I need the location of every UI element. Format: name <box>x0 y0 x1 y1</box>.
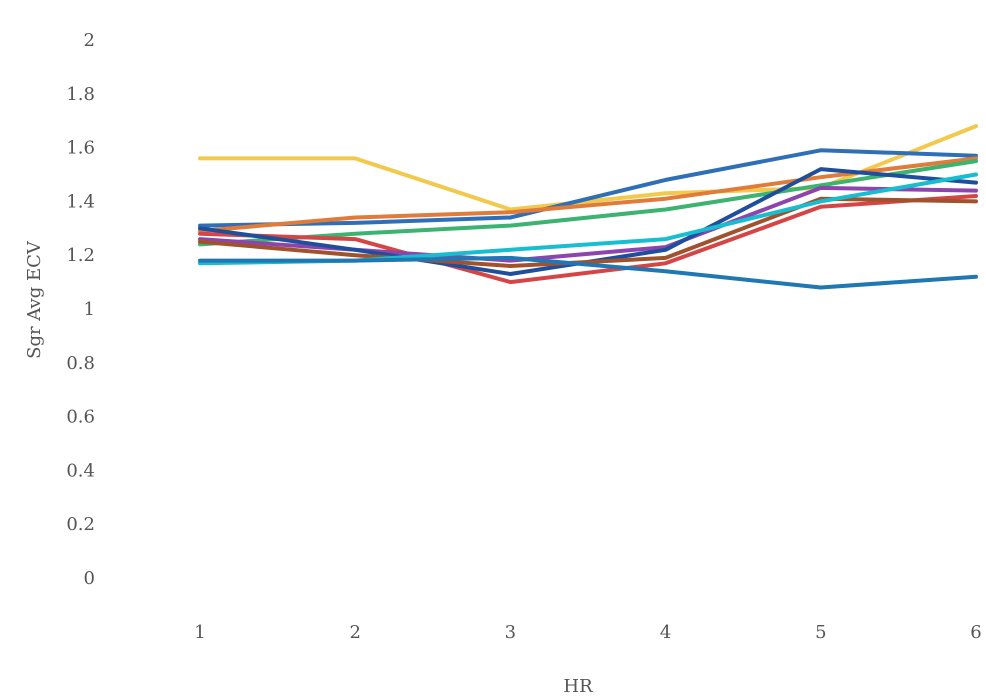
y-axis: 0 0.2 0.4 0.6 0.8 1 1.2 1.4 1.6 1.8 2 <box>66 30 95 589</box>
x-tick-label: 4 <box>660 622 671 643</box>
series-line-3 <box>198 156 978 233</box>
y-tick-label: 1.8 <box>66 84 95 105</box>
y-tick-label: 1.4 <box>66 191 95 212</box>
series-line-5 <box>198 194 978 285</box>
y-tick-label: 0.8 <box>66 353 95 374</box>
x-tick-label: 3 <box>505 622 516 643</box>
y-tick-label: 0.4 <box>66 460 95 481</box>
y-tick-label: 1.6 <box>66 138 95 159</box>
y-tick-label: 2 <box>84 30 95 51</box>
series-line-8 <box>198 196 978 268</box>
x-axis: 1 2 3 4 5 6 <box>194 622 981 643</box>
series-line-1 <box>198 124 978 212</box>
y-tick-label: 1.2 <box>66 245 95 266</box>
x-tick-label: 6 <box>970 622 981 643</box>
x-tick-label: 5 <box>815 622 826 643</box>
x-tick-label: 1 <box>194 622 205 643</box>
series-line-10 <box>198 255 978 290</box>
y-tick-label: 0 <box>84 568 95 589</box>
series-group <box>198 124 978 290</box>
series-line-4 <box>198 159 978 247</box>
x-axis-label: HR <box>563 676 593 697</box>
series-line-2 <box>198 148 978 228</box>
y-tick-label: 0.6 <box>66 407 95 428</box>
y-tick-label: 1 <box>84 299 95 320</box>
y-axis-label: Sgr Avg ECV <box>24 240 45 359</box>
y-tick-label: 0.2 <box>66 514 95 535</box>
x-tick-label: 2 <box>349 622 360 643</box>
